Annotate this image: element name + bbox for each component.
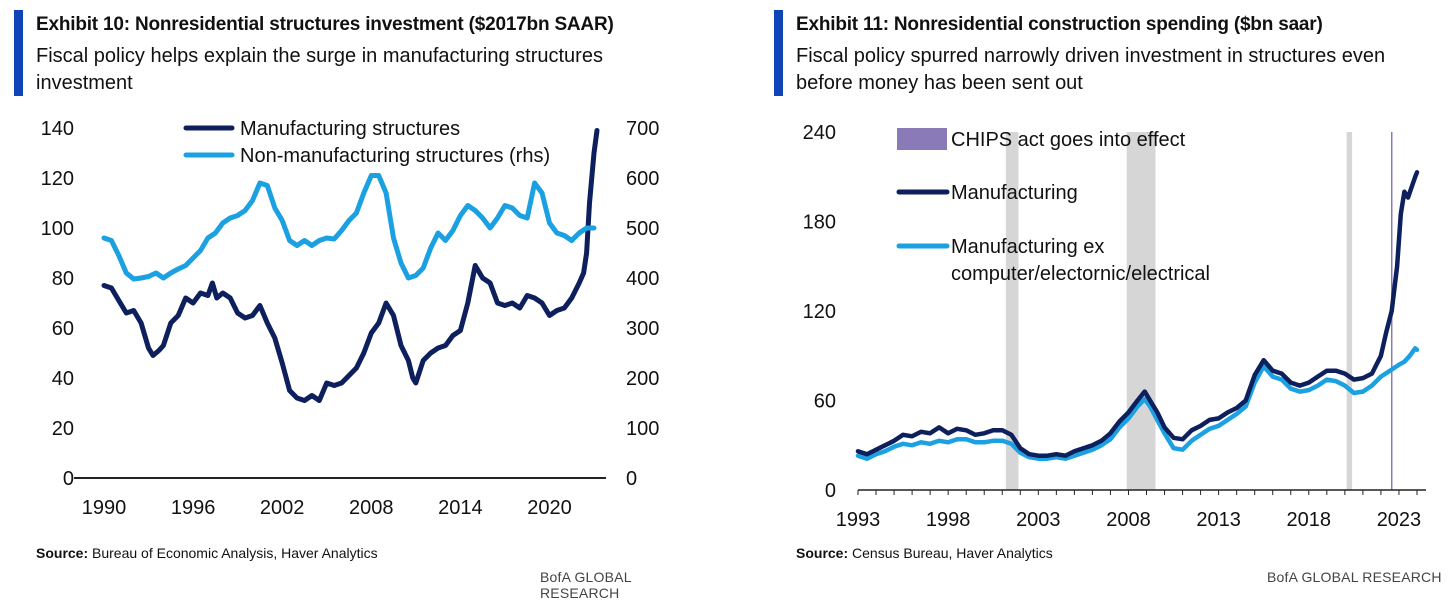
recession-shade	[1126, 132, 1156, 490]
series-line-1	[101, 173, 597, 282]
recession-shade	[1005, 132, 1019, 490]
legend-label-chips-act: CHIPS act goes into effect	[951, 129, 1186, 151]
exhibit-11-chart: 0 60 120 180 240 1993 1998 2003 2008 2013 2018 2023…	[803, 122, 1426, 531]
x-tick: 2020	[527, 497, 572, 519]
x-tick: 1998	[926, 509, 971, 531]
x-tick: 2002	[260, 497, 305, 519]
source-text: Census Bureau, Haver Analytics	[852, 545, 1053, 561]
exhibit-11-panel: Exhibit 11: Nonresidential construction …	[760, 0, 1456, 614]
series-line-1	[855, 346, 1420, 461]
brand-label: BofA GLOBAL RESEARCH	[540, 569, 632, 601]
y-tick-left: 80	[52, 268, 74, 290]
y-tick-right: 300	[626, 318, 659, 340]
legend-label-manufacturing: Manufacturing	[951, 182, 1078, 204]
y-tick-left: 40	[52, 368, 74, 390]
y-tick-left: 100	[41, 218, 74, 240]
y-tick: 240	[803, 122, 836, 144]
y-tick-left: 60	[52, 318, 74, 340]
legend-label-manufacturing-ex: Manufacturing ex computer/electornic/elec…	[951, 236, 1210, 285]
x-tick: 2023	[1377, 509, 1422, 531]
source-text: Bureau of Economic Analysis, Haver Analy…	[92, 545, 378, 561]
exhibit-10-source: Source: Bureau of Economic Analysis, Hav…	[36, 545, 378, 561]
exhibit-10-subtitle: Fiscal policy helps explain the surge in…	[36, 45, 603, 94]
exhibit-11-title: Exhibit 11: Nonresidential construction …	[796, 14, 1323, 35]
x-tick: 1990	[82, 497, 127, 519]
x-tick: 1996	[171, 497, 216, 519]
y-tick-right: 700	[626, 118, 659, 140]
legend-label-manufacturing-structures: Manufacturing structures	[240, 118, 460, 140]
series-line-0	[101, 128, 600, 403]
accent-bar	[14, 10, 23, 96]
exhibit-11-source: Source: Census Bureau, Haver Analytics	[796, 545, 1053, 561]
source-label: Source:	[36, 545, 89, 561]
y-tick-left: 20	[52, 418, 74, 440]
x-tick: 2014	[438, 497, 483, 519]
x-tick: 2003	[1016, 509, 1061, 531]
y-tick: 120	[803, 301, 836, 323]
y-tick-right: 600	[626, 168, 659, 190]
y-tick: 60	[814, 391, 836, 413]
x-tick: 2008	[1106, 509, 1151, 531]
x-tick: 2013	[1196, 509, 1241, 531]
legend-label-line: computer/electornic/electrical	[951, 263, 1210, 285]
x-tick: 2008	[349, 497, 394, 519]
y-tick-right: 400	[626, 268, 659, 290]
exhibit-10-panel: Exhibit 10: Nonresidential structures in…	[0, 0, 700, 614]
x-tick: 1993	[836, 509, 881, 531]
source-label: Source:	[796, 545, 849, 561]
y-tick-left: 140	[41, 118, 74, 140]
exhibit-10-chart: 0 20 40 60 80 100 120 140 0 100 200 300 400 500 600 700…	[41, 118, 660, 519]
exhibit-11-subtitle: Fiscal policy spurred narrowly driven in…	[796, 45, 1386, 94]
y-tick-right: 200	[626, 368, 659, 390]
y-tick-right: 100	[626, 418, 659, 440]
y-tick: 0	[825, 480, 836, 502]
exhibit-10-title: Exhibit 10: Nonresidential structures in…	[36, 14, 614, 35]
legend-swatch-chips-act	[897, 128, 947, 150]
accent-bar	[774, 10, 783, 96]
x-tick: 2018	[1287, 509, 1332, 531]
series-line-0	[855, 170, 1420, 458]
y-tick-left: 120	[41, 168, 74, 190]
recession-shade	[1346, 132, 1353, 490]
y-tick-left: 0	[63, 468, 74, 490]
legend-label-non-manufacturing-structures: Non-manufacturing structures (rhs)	[240, 145, 550, 167]
y-tick: 180	[803, 212, 836, 234]
legend-label-line: Manufacturing ex	[951, 236, 1104, 258]
brand-label: BofA GLOBAL RESEARCH	[1267, 569, 1442, 585]
y-tick-right: 500	[626, 218, 659, 240]
y-tick-right: 0	[626, 468, 637, 490]
